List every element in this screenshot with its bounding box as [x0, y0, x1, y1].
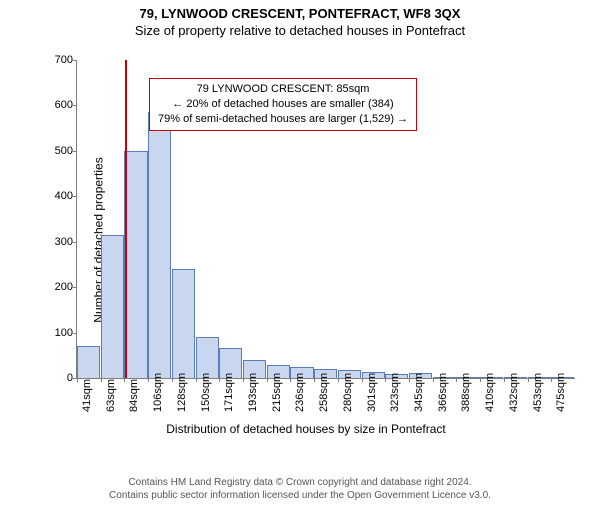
x-tick-mark — [124, 378, 125, 382]
x-tick-label: 410sqm — [484, 373, 496, 412]
x-tick-mark — [385, 378, 386, 382]
x-tick-label: 106sqm — [152, 373, 164, 412]
y-tick-label: 300 — [39, 236, 73, 248]
histogram-bar — [172, 269, 195, 378]
x-tick-mark — [409, 378, 410, 382]
x-tick-label: 128sqm — [176, 373, 188, 412]
footer-line-1: Contains HM Land Registry data © Crown c… — [0, 476, 600, 489]
y-tick-mark — [73, 287, 77, 288]
x-tick-label: 345sqm — [413, 373, 425, 412]
x-axis-label: Distribution of detached houses by size … — [30, 422, 582, 436]
x-tick-label: 41sqm — [81, 379, 93, 412]
x-tick-label: 84sqm — [128, 379, 140, 412]
x-tick-label: 453sqm — [532, 373, 544, 412]
x-tick-mark — [196, 378, 197, 382]
y-tick-label: 600 — [39, 99, 73, 111]
y-tick-label: 700 — [39, 54, 73, 66]
x-tick-label: 323sqm — [389, 373, 401, 412]
footer-line-2: Contains public sector information licen… — [0, 489, 600, 502]
x-tick-mark — [77, 378, 78, 382]
info-line-3: 79% of semi-detached houses are larger (… — [158, 112, 408, 127]
x-tick-mark — [480, 378, 481, 382]
x-tick-label: 432sqm — [508, 373, 520, 412]
y-tick-label: 100 — [39, 327, 73, 339]
y-tick-mark — [73, 60, 77, 61]
x-tick-label: 366sqm — [437, 373, 449, 412]
x-tick-mark — [172, 378, 173, 382]
x-tick-label: 150sqm — [200, 373, 212, 412]
chart-container: Number of detached properties 0100200300… — [30, 50, 582, 430]
page-title: 79, LYNWOOD CRESCENT, PONTEFRACT, WF8 3Q… — [0, 6, 600, 21]
x-tick-mark — [219, 378, 220, 382]
y-tick-label: 400 — [39, 190, 73, 202]
x-tick-mark — [504, 378, 505, 382]
footer: Contains HM Land Registry data © Crown c… — [0, 476, 600, 502]
x-tick-mark — [433, 378, 434, 382]
info-line-2: ← 20% of detached houses are smaller (38… — [158, 97, 408, 112]
x-tick-mark — [243, 378, 244, 382]
property-marker-line — [125, 60, 127, 378]
y-tick-mark — [73, 151, 77, 152]
x-tick-mark — [290, 378, 291, 382]
x-tick-mark — [314, 378, 315, 382]
histogram-bar — [148, 112, 171, 378]
histogram-bar — [196, 337, 219, 378]
x-tick-mark — [551, 378, 552, 382]
info-box: 79 LYNWOOD CRESCENT: 85sqm ← 20% of deta… — [149, 78, 417, 131]
x-tick-mark — [101, 378, 102, 382]
x-tick-mark — [456, 378, 457, 382]
page-subtitle: Size of property relative to detached ho… — [0, 23, 600, 38]
x-tick-label: 171sqm — [223, 373, 235, 412]
x-tick-label: 63sqm — [105, 379, 117, 412]
x-tick-mark — [362, 378, 363, 382]
x-tick-label: 215sqm — [271, 373, 283, 412]
histogram-bar — [101, 235, 124, 378]
y-tick-mark — [73, 242, 77, 243]
info-line-1: 79 LYNWOOD CRESCENT: 85sqm — [158, 82, 408, 97]
x-tick-mark — [148, 378, 149, 382]
y-tick-mark — [73, 333, 77, 334]
x-tick-label: 258sqm — [318, 373, 330, 412]
y-tick-label: 500 — [39, 145, 73, 157]
histogram-bar — [77, 346, 100, 378]
x-tick-label: 388sqm — [460, 373, 472, 412]
x-tick-mark — [267, 378, 268, 382]
x-tick-label: 301sqm — [366, 373, 378, 412]
y-tick-mark — [73, 105, 77, 106]
x-tick-label: 236sqm — [294, 373, 306, 412]
x-tick-label: 280sqm — [342, 373, 354, 412]
y-tick-mark — [73, 196, 77, 197]
x-tick-label: 193sqm — [247, 373, 259, 412]
y-tick-label: 200 — [39, 281, 73, 293]
y-tick-label: 0 — [39, 372, 73, 384]
x-tick-mark — [338, 378, 339, 382]
x-tick-label: 475sqm — [555, 373, 567, 412]
x-tick-mark — [528, 378, 529, 382]
histogram-bar — [124, 151, 147, 378]
plot-area: 010020030040050060070041sqm63sqm84sqm106… — [76, 60, 575, 379]
